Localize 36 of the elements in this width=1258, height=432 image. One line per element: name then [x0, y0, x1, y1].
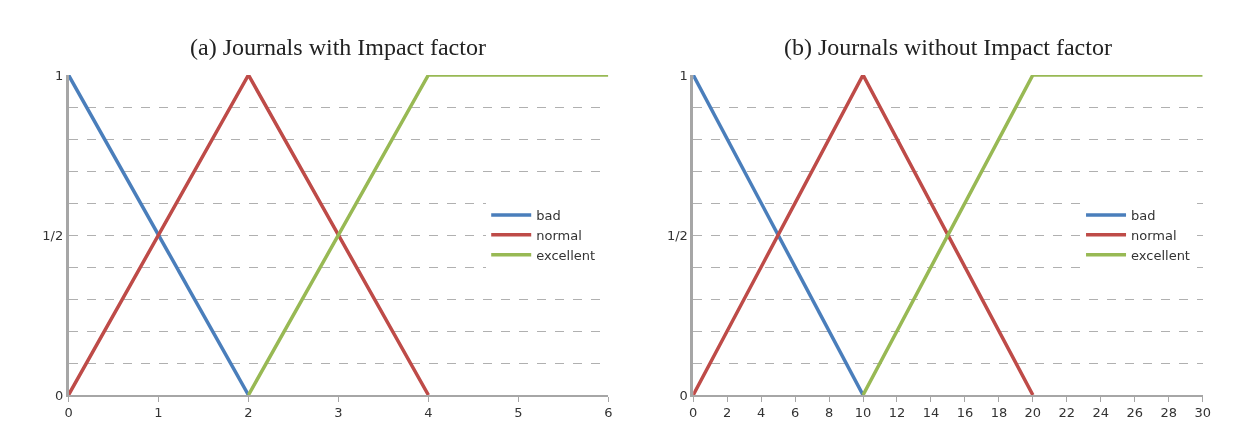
y-tick-label: 1 — [54, 67, 64, 83]
chart-title: (b) Journals without Impact factor — [784, 34, 1112, 60]
chart-title: (a) Journals with Impact factor — [190, 34, 486, 60]
x-tick-label: 22 — [1058, 405, 1076, 421]
x-tick-label: 4 — [757, 405, 766, 421]
x-tick-label: 6 — [790, 405, 800, 421]
x-tick-label: 20 — [1024, 405, 1042, 421]
x-tick-label: 12 — [888, 405, 906, 421]
x-tick-label: 24 — [1092, 405, 1110, 421]
y-tick-label: 1 — [679, 67, 688, 83]
x-tick-label: 26 — [1126, 405, 1144, 421]
legend-label: excellent — [536, 247, 596, 263]
legend-label: bad — [536, 208, 561, 224]
x-tick-label: 30 — [1194, 405, 1211, 421]
x-tick-label: 2 — [723, 405, 732, 421]
x-tick-label: 14 — [922, 405, 940, 421]
legend-label: normal — [1131, 227, 1177, 243]
legend-label: normal — [536, 227, 582, 243]
x-tick-label: 6 — [604, 405, 613, 421]
x-tick-label: 8 — [824, 405, 834, 421]
x-tick-label: 28 — [1160, 405, 1177, 421]
legend-label: bad — [1131, 208, 1156, 224]
x-tick-label: 4 — [424, 405, 433, 421]
x-tick-label: 18 — [990, 405, 1008, 421]
x-tick-label: 3 — [334, 405, 343, 421]
y-tick-label: 0 — [54, 387, 64, 403]
y-tick-label: 1/2 — [42, 227, 64, 243]
x-tick-label: 1 — [154, 405, 163, 421]
x-tick-label: 0 — [689, 405, 698, 421]
y-tick-label: 0 — [679, 387, 688, 403]
legend-label: excellent — [1131, 247, 1190, 263]
x-tick-label: 2 — [244, 405, 253, 421]
x-tick-label: 16 — [956, 405, 974, 421]
x-tick-label: 5 — [514, 405, 523, 421]
x-tick-label: 10 — [854, 405, 872, 421]
y-tick-label: 1/2 — [666, 227, 688, 243]
